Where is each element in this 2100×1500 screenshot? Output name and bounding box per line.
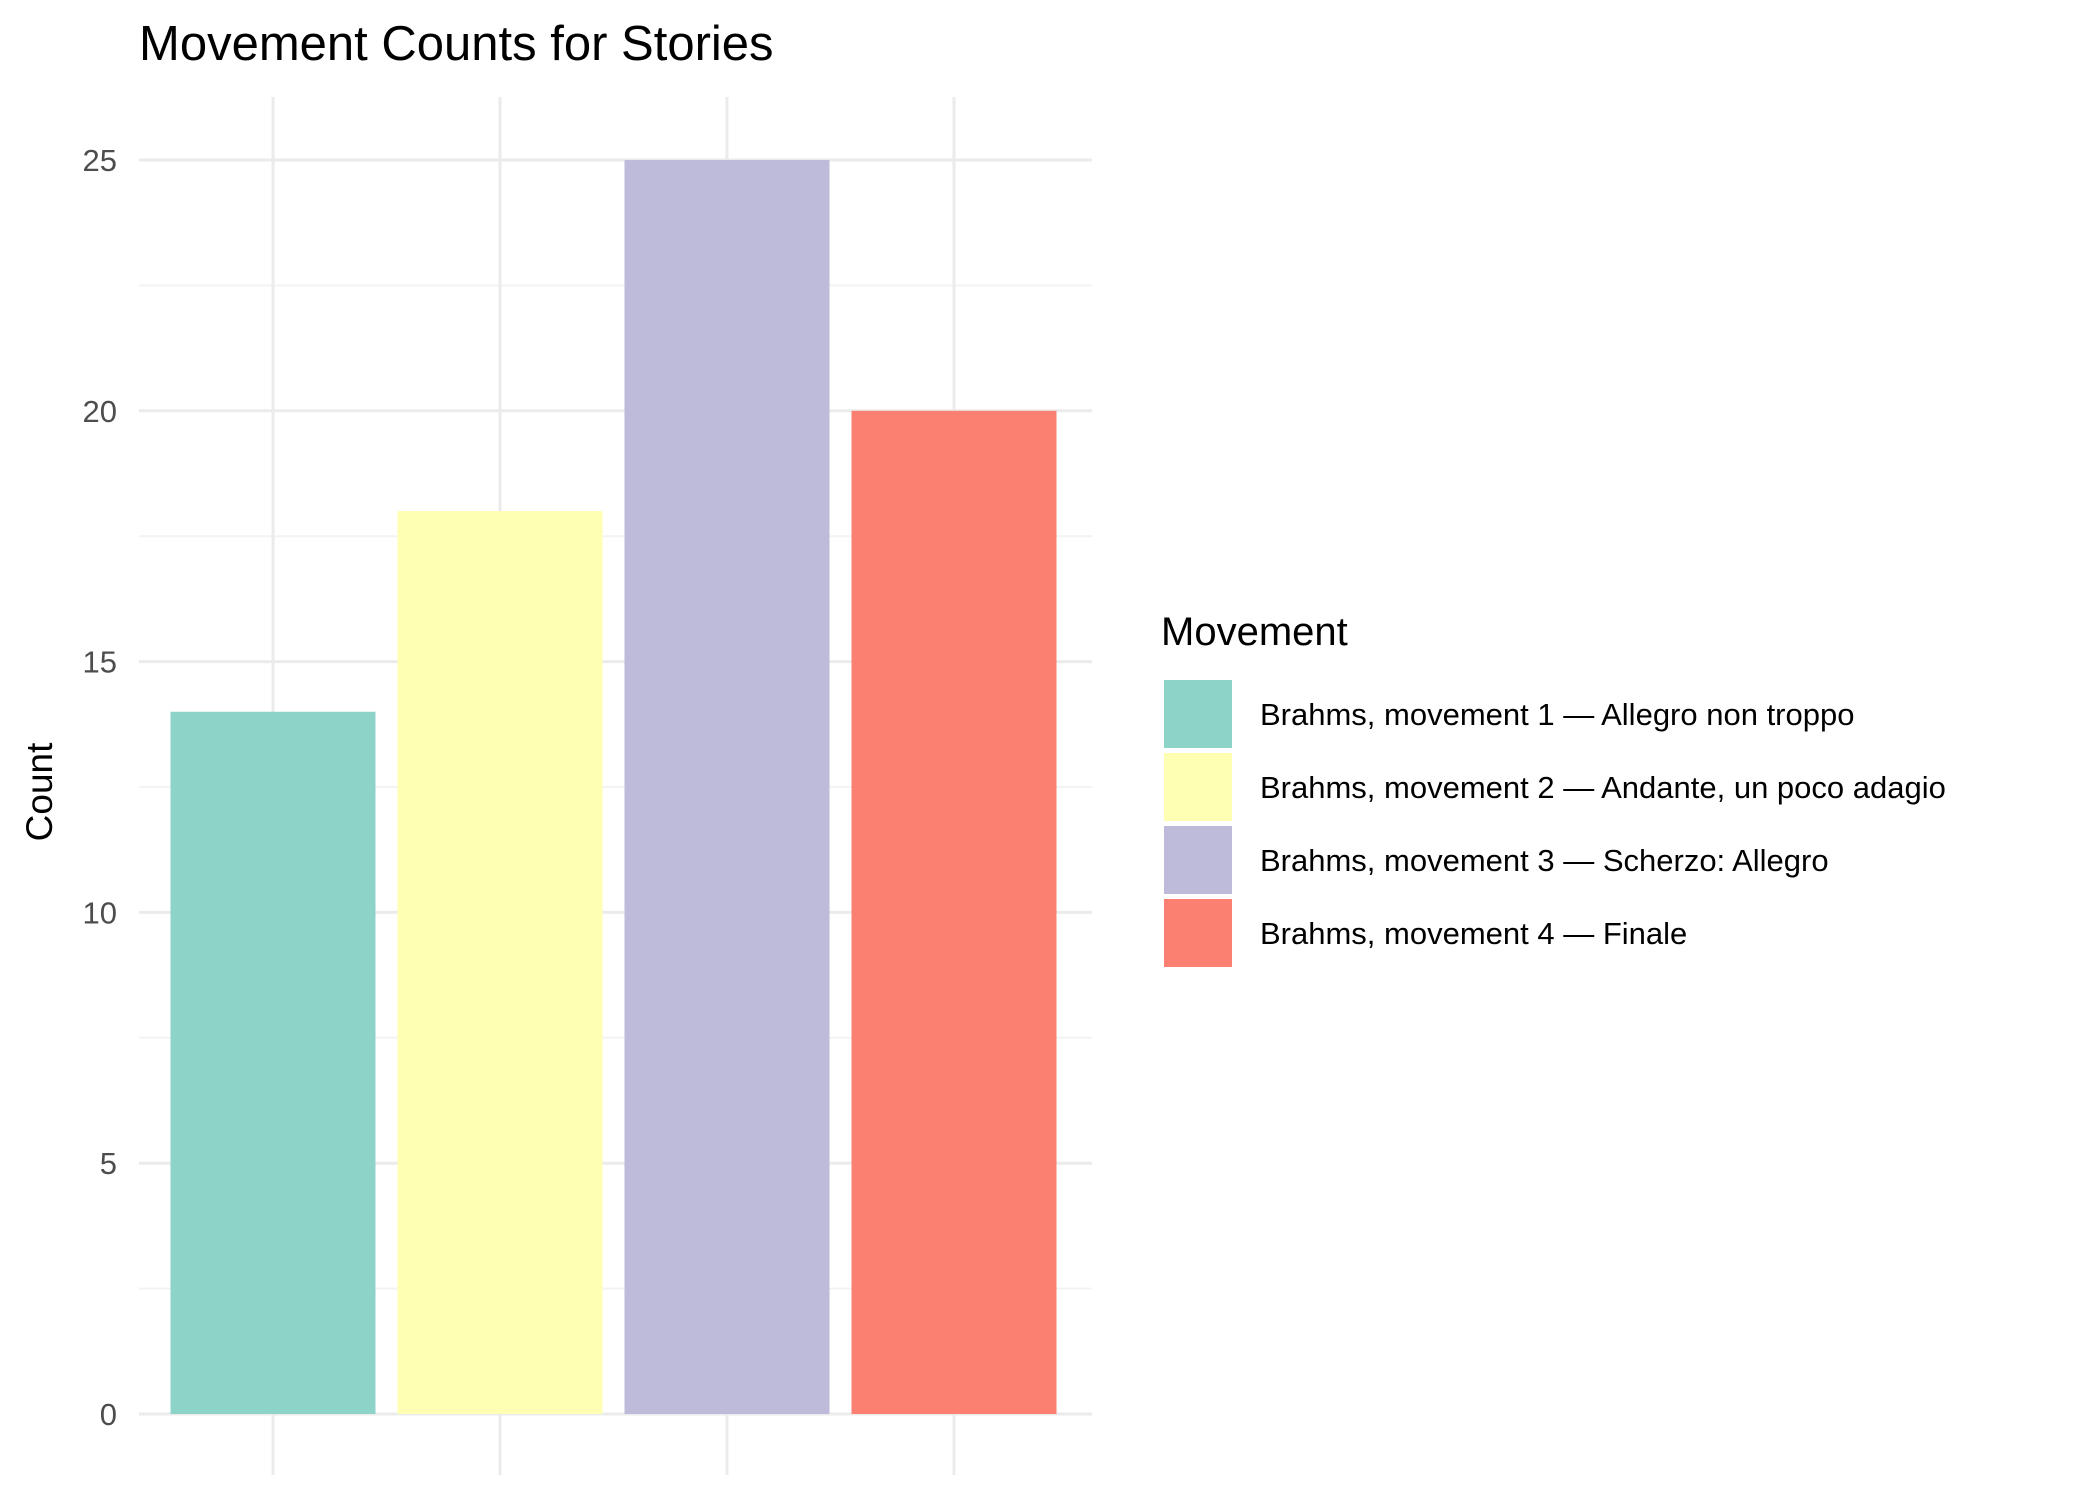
chart-title: Movement Counts for Stories	[139, 17, 774, 71]
legend-key-movement-2	[1164, 753, 1232, 821]
bar-movement-4	[851, 410, 1057, 1414]
legend-items: Brahms, movement 1 — Allegro non troppo B…	[1164, 680, 1946, 967]
y-tick-label-15: 15	[83, 645, 117, 680]
legend-label-movement-2: Brahms, movement 2 — Andante, un poco ad…	[1260, 770, 1946, 805]
legend-key-movement-4	[1164, 899, 1232, 967]
y-tick-label-25: 25	[83, 143, 117, 178]
y-tick-labels: 0 5 10 15 20 25	[83, 143, 117, 1432]
y-tick-label-20: 20	[83, 394, 117, 429]
bar-movement-3	[624, 160, 830, 1414]
legend-key-movement-3	[1164, 826, 1232, 894]
y-axis-title: Count	[19, 742, 60, 841]
bar-movement-2	[397, 511, 603, 1414]
y-tick-label-5: 5	[100, 1146, 117, 1181]
legend-label-movement-1: Brahms, movement 1 — Allegro non troppo	[1260, 697, 1854, 732]
y-tick-label-0: 0	[100, 1397, 117, 1432]
legend-label-movement-3: Brahms, movement 3 — Scherzo: Allegro	[1260, 843, 1829, 878]
legend-key-movement-1	[1164, 680, 1232, 748]
legend: Movement Brahms, movement 1 — Allegro no…	[1161, 610, 1946, 967]
legend-title: Movement	[1161, 610, 1348, 654]
bar-movement-1	[170, 711, 376, 1414]
bars	[170, 160, 1057, 1414]
legend-label-movement-4: Brahms, movement 4 — Finale	[1260, 916, 1687, 951]
y-tick-label-10: 10	[83, 895, 117, 930]
